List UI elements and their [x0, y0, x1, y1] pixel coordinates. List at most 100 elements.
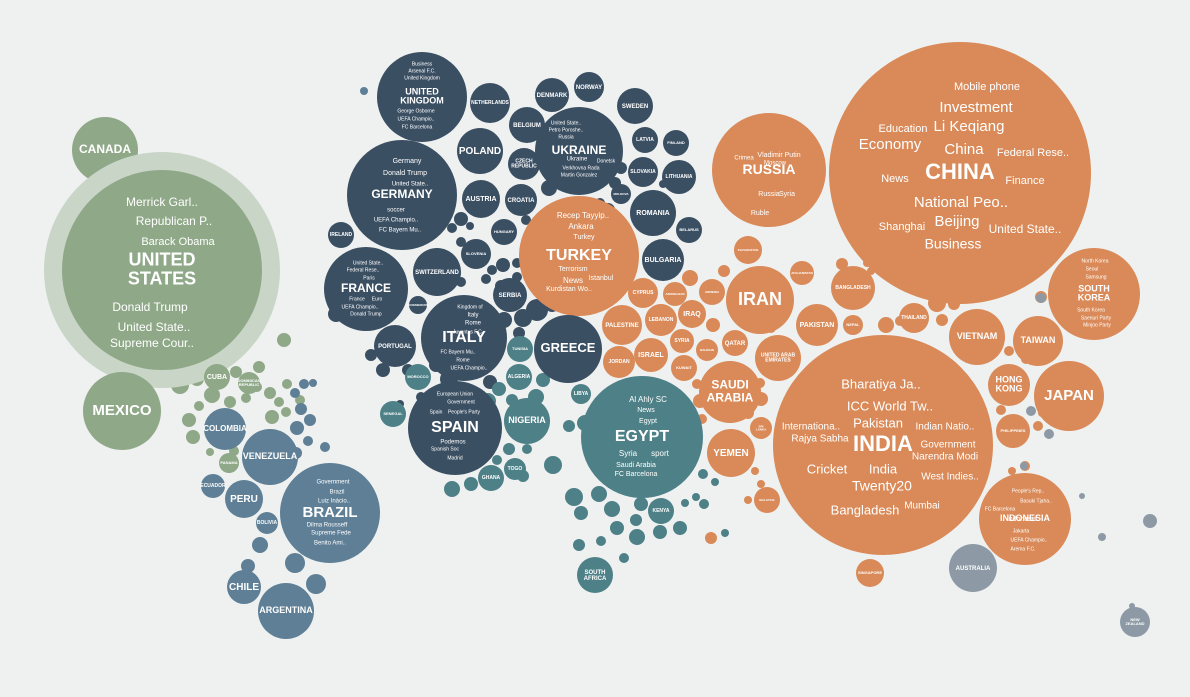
- country-bubble-sweden[interactable]: SWEDEN: [617, 88, 653, 124]
- country-bubble-sri-lanka[interactable]: SRI LANKA: [750, 417, 772, 439]
- country-bubble-senegal[interactable]: SENEGAL: [380, 401, 406, 427]
- country-bubble-hong-kong[interactable]: HONG KONG: [988, 364, 1030, 406]
- country-bubble-ecuador[interactable]: ECUADOR: [200, 474, 226, 498]
- country-bubble-palestine[interactable]: PALESTINE: [602, 305, 642, 345]
- country-bubble-bangladesh[interactable]: BANGLADESH: [831, 266, 875, 310]
- country-bubble-kazakhstan[interactable]: KAZAKHSTAN: [734, 236, 762, 264]
- country-bubble-philippines[interactable]: PHILIPPINES: [996, 414, 1030, 448]
- country-bubble-ireland[interactable]: IRELAND: [328, 222, 354, 248]
- country-bubble-kuwait[interactable]: KUWAIT: [671, 355, 697, 381]
- country-bubble-luxembourg[interactable]: LUXEMBOURG: [407, 296, 429, 314]
- country-bubble-thailand[interactable]: THAILAND: [899, 303, 929, 333]
- country-bubble-tunisia[interactable]: TUNISIA: [507, 336, 533, 362]
- country-bubble-south-africa[interactable]: SOUTH AFRICA: [577, 557, 613, 593]
- country-bubble-malaysia[interactable]: MALAYSIA: [754, 487, 780, 513]
- country-bubble-singapore[interactable]: SINGAPORE: [856, 559, 884, 587]
- country-bubble-nigeria[interactable]: NIGERIA: [504, 398, 550, 444]
- country-bubble-azerbaijan[interactable]: AZERBAIJAN: [663, 282, 687, 306]
- country-name: SYRIA: [674, 338, 690, 344]
- country-bubble-ghana[interactable]: GHANA: [478, 465, 504, 491]
- country-bubble-brazil[interactable]: BRAZIL Government Brazil Luiz Inácio.. Dilma…: [280, 463, 380, 563]
- country-bubble-iran[interactable]: IRAN: [726, 266, 794, 334]
- country-bubble-netherlands[interactable]: NETHERLANDS: [470, 83, 510, 123]
- country-bubble-france[interactable]: FRANCE United State..Federal Rese.. Paris F…: [324, 247, 408, 331]
- country-bubble-mexico[interactable]: MEXICO: [83, 372, 161, 450]
- country-bubble-libya[interactable]: LIBYA: [571, 384, 591, 404]
- country-bubble-cuba[interactable]: CUBA: [204, 364, 230, 390]
- country-bubble-moldova[interactable]: MOLDOVA: [611, 184, 631, 204]
- country-bubble-bulgaria[interactable]: BULGARIA: [642, 239, 684, 281]
- country-bubble-united-states[interactable]: UNITED STATES Merrick Garl.. Republican P..…: [44, 152, 280, 388]
- country-bubble-hungary[interactable]: HUNGARY: [491, 219, 517, 245]
- country-bubble-belgium[interactable]: BELGIUM: [509, 107, 545, 143]
- country-bubble-lithuania[interactable]: LITHUANIA: [662, 160, 696, 194]
- country-bubble-greece[interactable]: GREECE: [534, 315, 602, 383]
- country-name: SOUTH KOREA: [1078, 284, 1111, 303]
- country-bubble-slovakia[interactable]: SLOVAKIA: [628, 157, 658, 187]
- country-bubble-saudi-arabia[interactable]: SAUDI ARABIA: [699, 361, 761, 423]
- country-bubble-serbia[interactable]: SERBIA: [493, 278, 527, 312]
- country-bubble-austria[interactable]: AUSTRIA: [462, 180, 500, 218]
- country-bubble-panama[interactable]: PANAMA: [219, 453, 239, 473]
- country-bubble-bolivia[interactable]: BOLIVIA: [256, 512, 278, 534]
- country-bubble-morocco[interactable]: MOROCCO: [405, 364, 431, 390]
- country-bubble-pakistan[interactable]: PAKISTAN: [796, 304, 838, 346]
- country-disc: [347, 140, 457, 250]
- country-bubble-israel[interactable]: ISRAEL: [634, 338, 668, 372]
- country-bubble-jordan[interactable]: JORDAN: [603, 346, 635, 378]
- country-bubble-indonesia[interactable]: INDONESIA People's Rep.. Basuki Tjaha.. FC …: [979, 473, 1071, 565]
- country-bubble-czech-republic[interactable]: CZECH REPUBLIC: [508, 148, 540, 180]
- country-bubble-iraq[interactable]: IRAQ: [678, 300, 706, 328]
- country-bubble-lebanon[interactable]: LEBANON: [645, 304, 677, 336]
- country-bubble-kenya[interactable]: KENYA: [648, 498, 674, 524]
- country-bubble-italy[interactable]: ITALY Kingdom of Italy Rome Juventus F.C. FC …: [421, 295, 507, 381]
- country-bubble-syria[interactable]: SYRIA: [670, 329, 694, 353]
- filler-bubble: [521, 215, 531, 225]
- country-bubble-india[interactable]: INDIA Bharatiya Ja.. ICC World Tw.. Interna…: [773, 335, 993, 555]
- country-bubble-nepal[interactable]: NEPAL: [843, 315, 863, 335]
- country-bubble-united-arab-emirates[interactable]: UNITED ARAB EMIRATES: [755, 335, 801, 381]
- country-bubble-taiwan[interactable]: TAIWAN: [1013, 316, 1063, 366]
- country-bubble-armenia[interactable]: ARMENIA: [699, 279, 725, 305]
- country-bubble-algeria[interactable]: ALGERIA: [506, 364, 532, 390]
- country-bubble-south-korea[interactable]: SOUTH KOREA North Korea Seoul Samsung South K…: [1048, 248, 1140, 340]
- country-bubble-yemen[interactable]: YEMEN: [707, 429, 755, 477]
- country-bubble-australia[interactable]: AUSTRALIA: [949, 544, 997, 592]
- country-bubble-japan[interactable]: JAPAN: [1034, 361, 1104, 431]
- country-bubble-belarus[interactable]: BELARUS: [676, 217, 702, 243]
- country-bubble-germany[interactable]: GERMANY Germany Donald Trump United State..…: [347, 140, 457, 250]
- country-bubble-croatia[interactable]: CROATIA: [505, 184, 537, 216]
- country-bubble-togo[interactable]: TOGO: [504, 458, 526, 480]
- country-bubble-argentina[interactable]: ARGENTINA: [258, 583, 314, 639]
- trending-term: UEFA Champio..: [374, 218, 419, 224]
- country-name: BAHRAIN: [700, 348, 714, 352]
- filler-bubble: [320, 442, 330, 452]
- country-bubble-switzerland[interactable]: SWITZERLAND: [413, 248, 461, 296]
- country-bubble-turkey[interactable]: TURKEY Recep Tayyip.. Ankara Turkey Terroris…: [519, 196, 639, 316]
- country-bubble-venezuela[interactable]: VENEZUELA: [242, 429, 298, 485]
- country-bubble-russia[interactable]: RUSSIA Vladimir Putin Moscow Russia Syria Cri…: [712, 113, 826, 227]
- country-bubble-vietnam[interactable]: VIETNAM: [949, 309, 1005, 365]
- country-bubble-slovenia[interactable]: SLOVENIA: [461, 239, 491, 269]
- country-bubble-china[interactable]: CHINA Mobile phone Investment Education Li K…: [829, 42, 1091, 304]
- country-bubble-new-zealand[interactable]: NEW ZEALAND: [1120, 607, 1150, 637]
- country-bubble-afghanistan[interactable]: AFGHANISTAN: [790, 261, 814, 285]
- country-bubble-bahrain[interactable]: BAHRAIN: [696, 339, 718, 361]
- country-bubble-denmark[interactable]: DENMARK: [535, 78, 569, 112]
- country-bubble-qatar[interactable]: QATAR: [722, 330, 748, 356]
- country-bubble-finland[interactable]: FINLAND: [663, 130, 689, 156]
- country-bubble-ukraine[interactable]: UKRAINE United State..Petro Poroshe..Russ…: [535, 107, 623, 195]
- country-bubble-cyprus[interactable]: CYPRUS: [628, 278, 658, 308]
- country-bubble-egypt[interactable]: EGYPT Al Ahly SC News Egypt Syria sport Saudi …: [581, 376, 703, 498]
- country-bubble-dominican-republic[interactable]: DOMINICAN REPUBLIC: [237, 372, 261, 394]
- country-bubble-poland[interactable]: POLAND: [457, 128, 503, 174]
- country-bubble-colombia[interactable]: COLOMBIA: [203, 408, 247, 450]
- country-bubble-latvia[interactable]: LATVIA: [632, 127, 658, 153]
- country-bubble-chile[interactable]: CHILE: [227, 570, 261, 604]
- country-bubble-romania[interactable]: ROMANIA: [630, 190, 676, 236]
- country-bubble-peru[interactable]: PERU: [225, 480, 263, 518]
- country-bubble-norway[interactable]: NORWAY: [574, 72, 604, 102]
- country-bubble-portugal[interactable]: PORTUGAL: [374, 325, 416, 367]
- country-bubble-spain[interactable]: SPAIN European Union Government Spain People…: [408, 381, 502, 475]
